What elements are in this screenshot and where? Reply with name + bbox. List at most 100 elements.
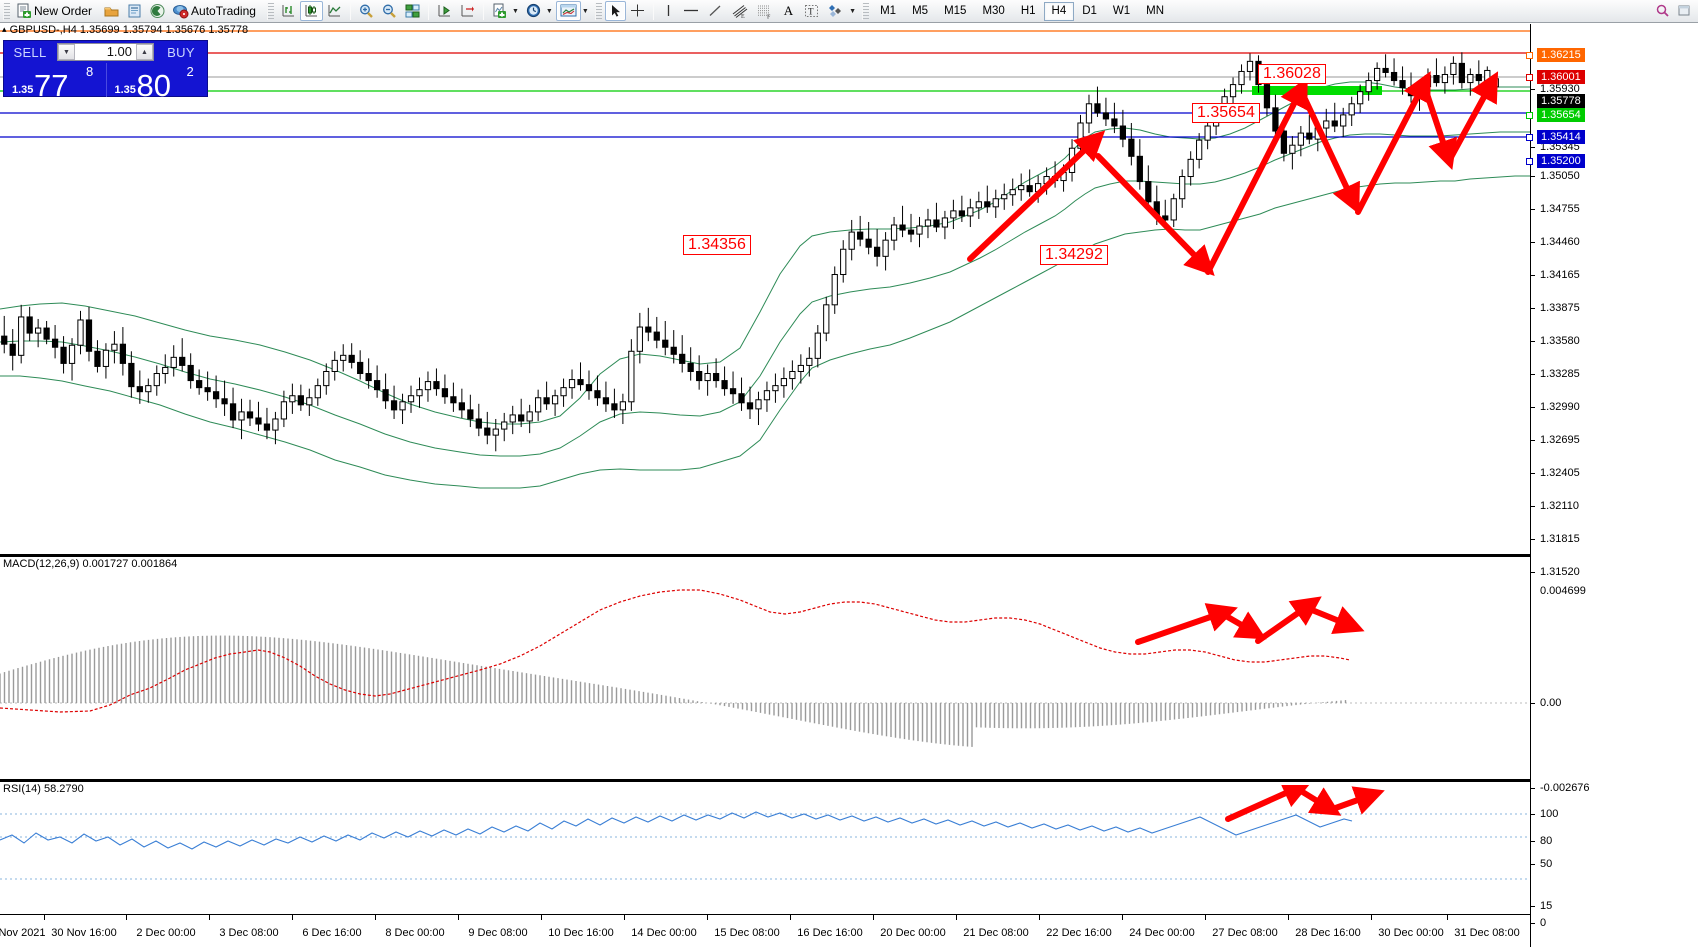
buy-button[interactable]: 1.35 80 2 [105, 63, 208, 101]
level-drag-handle[interactable] [1526, 134, 1533, 141]
terminal-button[interactable] [123, 1, 146, 21]
level-1-35654[interactable]: 1.35654 [1526, 108, 1698, 122]
level-1-35414[interactable]: 1.35414 [1526, 130, 1698, 144]
toolbar-grip-4[interactable] [862, 2, 870, 20]
toolbar-grip-3[interactable] [594, 2, 602, 20]
candle [331, 359, 338, 372]
toolbar-grip[interactable] [3, 2, 10, 20]
periods-button[interactable] [522, 1, 545, 21]
shapes-icon [826, 3, 845, 19]
tab-timeframe-d1[interactable]: D1 [1082, 5, 1097, 17]
candlestick-chart-button[interactable] [299, 1, 323, 21]
tile-windows-icon [404, 3, 421, 19]
expert-advisors-button[interactable] [100, 1, 123, 21]
indicators-button[interactable] [488, 1, 511, 21]
tile-windows-button[interactable] [401, 1, 424, 21]
volume-increase-button[interactable]: ▲ [136, 44, 153, 60]
text-tool-button[interactable]: A [777, 1, 800, 21]
rsi-pane-separator[interactable] [0, 779, 1530, 782]
metaquotes-language-editor-button[interactable] [146, 1, 169, 21]
level-1-36215[interactable]: 1.36215 [1526, 48, 1698, 62]
text-label-tool-button[interactable]: T [800, 1, 823, 21]
indicators-dropdown-arrow-icon[interactable]: ▼ [511, 7, 519, 15]
annotation-1-35654[interactable]: 1.35654 [1192, 103, 1260, 123]
buy-price-fraction: 2 [186, 64, 194, 79]
toolbar-separator-2 [427, 2, 429, 20]
line-chart-button[interactable] [323, 1, 346, 21]
time-axis-label: 10 Dec 16:00 [548, 927, 614, 939]
candle [280, 401, 288, 420]
axis-tick-label: 1.34460 [1540, 236, 1580, 248]
tab-timeframe-mn[interactable]: MN [1146, 5, 1165, 17]
zoom-in-button[interactable] [355, 1, 378, 21]
crosshair-tool-button[interactable] [626, 1, 649, 21]
templates-button[interactable] [555, 1, 581, 21]
candle [712, 373, 720, 382]
tab-timeframe-m30[interactable]: M30 [982, 5, 1005, 17]
tab-timeframe-m5[interactable]: M5 [912, 5, 929, 17]
rsi-chart-svg[interactable] [0, 785, 1530, 914]
sell-button[interactable]: 1.35 77 8 [4, 63, 106, 101]
axis-tick-mark [1531, 703, 1535, 704]
price-chart-svg[interactable] [0, 24, 1530, 519]
tab-timeframe-h4[interactable]: H4 [1043, 1, 1075, 21]
volume-input[interactable]: 1.00 [106, 44, 132, 59]
macd-pane[interactable] [0, 560, 1530, 778]
chart-area[interactable]: 1.34356 1.34292 1.35654 1.36028 MACD(12,… [0, 24, 1698, 947]
time-axis-label: 31 Dec 08:00 [1454, 927, 1520, 939]
zoom-out-button[interactable] [378, 1, 401, 21]
macd-pane-separator[interactable] [0, 554, 1530, 557]
price-scale-axis[interactable]: 1.36215 1.36001 1.35930 1.35778 1.35654 1.353… [1526, 24, 1698, 947]
search-icon [1655, 3, 1670, 19]
one-click-trading-panel[interactable]: SELL ▼ 1.00 ▲ BUY 1.35 77 8 1.35 80 2 [3, 40, 208, 101]
shapes-tool-button[interactable] [823, 1, 848, 21]
volume-decrease-button[interactable]: ▼ [58, 44, 75, 60]
tab-timeframe-h1[interactable]: H1 [1020, 5, 1036, 17]
bar-chart-button[interactable] [277, 1, 300, 21]
level-drag-handle[interactable] [1526, 52, 1533, 59]
tick-neg-0-002676: -0.002676 [1531, 782, 1698, 795]
cursor-tool-button[interactable] [604, 1, 626, 21]
annotation-1-34292[interactable]: 1.34292 [1040, 245, 1108, 265]
price-pane[interactable] [0, 24, 1530, 519]
chart-shift-button[interactable] [456, 1, 479, 21]
periods-dropdown-arrow-icon[interactable]: ▼ [545, 7, 553, 15]
down-arrow-1 [1095, 153, 1215, 277]
window-icon [1677, 3, 1691, 19]
annotation-1-36028[interactable]: 1.36028 [1258, 64, 1326, 84]
trendline-tool-button[interactable] [704, 1, 727, 21]
time-axis[interactable]: Nov 2021 30 Nov 16:00 2 Dec 00:00 3 Dec 08:… [0, 914, 1530, 947]
candle [1187, 158, 1194, 178]
level-1-36001[interactable]: 1.36001 [1526, 70, 1698, 84]
candle [204, 387, 211, 393]
fibonacci-retracement-tool-button[interactable]: F [752, 1, 777, 21]
macd-chart-svg[interactable] [0, 560, 1530, 778]
vertical-line-tool-button[interactable] [658, 1, 679, 21]
tab-timeframe-w1[interactable]: W1 [1112, 5, 1131, 17]
level-drag-handle[interactable] [1526, 158, 1533, 165]
toolbar-grip-2[interactable] [266, 2, 274, 20]
shapes-dropdown-arrow-icon[interactable]: ▼ [849, 7, 857, 15]
tab-timeframe-m1[interactable]: M1 [880, 5, 897, 17]
rsi-pane[interactable] [0, 785, 1530, 914]
level-1-35778[interactable]: 1.35778 [1531, 94, 1698, 108]
candlestick-icon [303, 3, 320, 19]
equidistant-channel-tool-button[interactable]: E [727, 1, 752, 21]
candle [306, 397, 313, 406]
level-drag-handle[interactable] [1526, 112, 1533, 119]
new-order-button[interactable]: New Order [13, 1, 100, 21]
level-drag-handle[interactable] [1526, 74, 1533, 81]
fibonacci-icon: F [755, 3, 774, 19]
candle [179, 356, 186, 366]
tab-timeframe-m15[interactable]: M15 [944, 5, 967, 17]
level-1-35200[interactable]: 1.35200 [1526, 154, 1698, 168]
horizontal-line-tool-button[interactable] [679, 1, 704, 21]
volume-stepper[interactable]: ▼ 1.00 ▲ [57, 43, 154, 61]
candle [543, 397, 550, 405]
annotation-1-34356[interactable]: 1.34356 [683, 235, 751, 255]
chart-window-button[interactable] [1673, 1, 1694, 21]
search-button[interactable] [1652, 1, 1673, 21]
auto-scroll-button[interactable] [433, 1, 456, 21]
templates-dropdown-arrow-icon[interactable]: ▼ [581, 7, 589, 15]
autotrading-button[interactable]: AutoTrading [169, 1, 264, 21]
